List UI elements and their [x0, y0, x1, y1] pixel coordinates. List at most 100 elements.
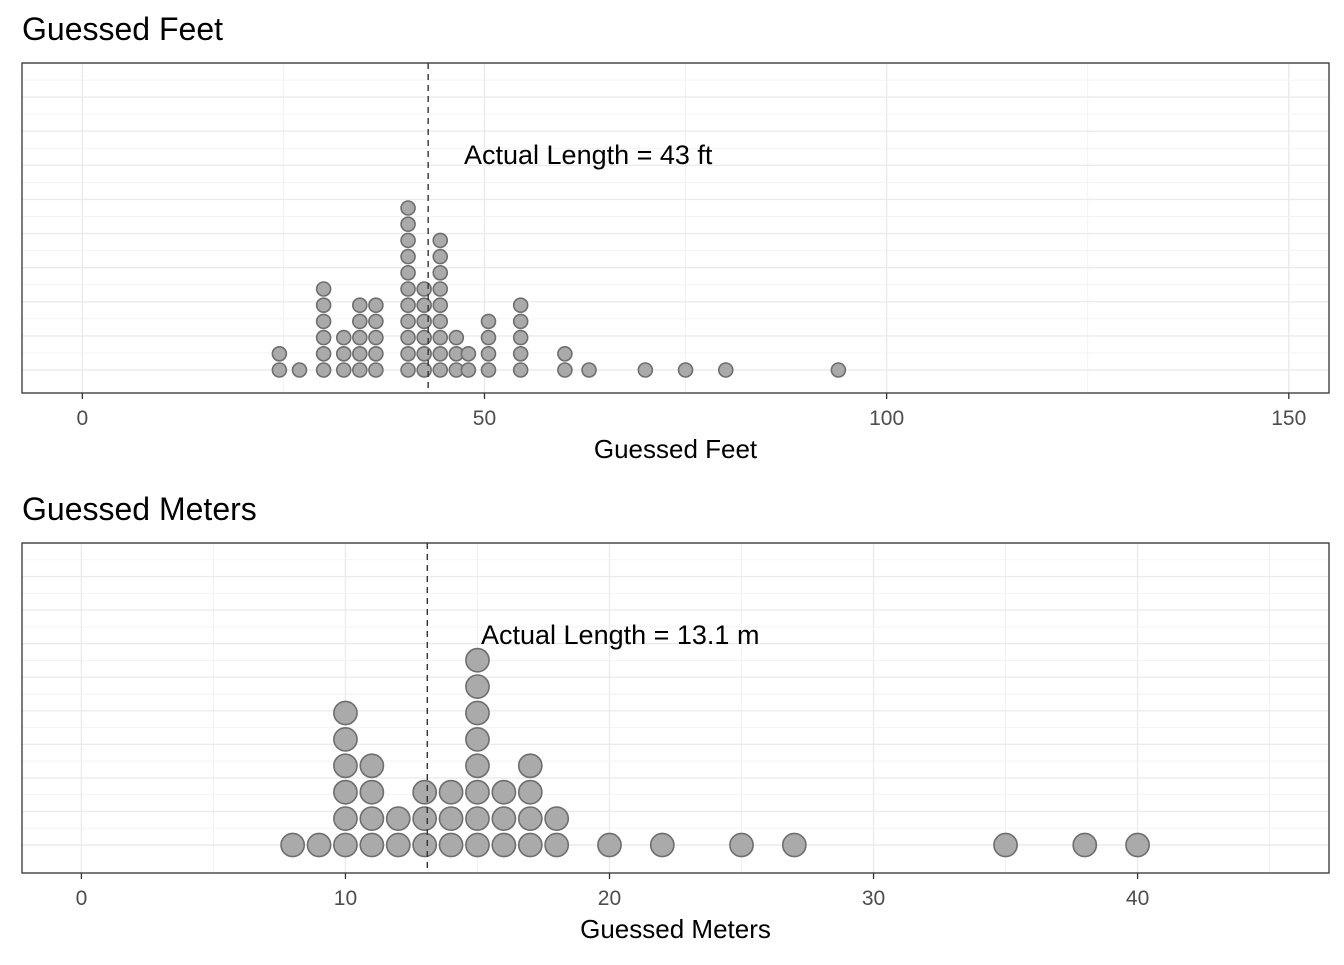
feet-dot	[368, 329, 384, 346]
meters-gridlines	[22, 542, 1329, 873]
meters-dot	[544, 832, 570, 858]
feet-dot	[368, 297, 384, 314]
feet-actual-length-label: Actual Length = 43 ft	[464, 140, 713, 170]
meters-dot	[649, 832, 675, 858]
meters-dot	[438, 832, 464, 858]
feet-dot	[315, 313, 332, 330]
feet-dot	[480, 345, 497, 362]
meters-dot	[359, 753, 385, 779]
feet-dot	[400, 216, 416, 232]
meters-dot	[781, 832, 807, 858]
meters-dot	[465, 779, 490, 805]
meters-dot	[412, 832, 438, 858]
meters-panel: Guessed Meters Actual Length = 13.1 m 0 1…	[21, 491, 1330, 944]
feet-dot	[400, 362, 416, 378]
meters-dot	[306, 832, 332, 858]
feet-dot	[271, 345, 288, 362]
feet-dot	[512, 329, 529, 346]
meters-dot	[333, 806, 358, 832]
feet-dot	[400, 345, 416, 362]
meters-dot	[333, 700, 358, 726]
feet-dot	[400, 264, 416, 281]
meters-dot	[359, 806, 385, 832]
meters-dot	[491, 779, 517, 805]
feet-dot	[400, 281, 416, 297]
feet-dot	[512, 313, 529, 330]
meters-dot	[517, 806, 543, 832]
meters-dot	[359, 832, 385, 858]
meters-dot	[465, 832, 490, 858]
feet-dot	[368, 313, 384, 330]
feet-tick-label: 100	[869, 407, 904, 430]
feet-dot	[460, 362, 477, 378]
feet-tick-label: 0	[76, 407, 88, 430]
feet-dot	[335, 329, 352, 346]
meters-dot	[729, 832, 754, 858]
feet-dot	[400, 313, 416, 330]
feet-dot	[432, 313, 449, 330]
meters-panel-border	[21, 542, 1330, 874]
feet-dot	[400, 248, 416, 265]
meters-tick-label: 30	[862, 887, 885, 910]
meters-dot	[597, 832, 622, 858]
meters-dot	[385, 832, 411, 858]
feet-panel-border	[21, 62, 1330, 394]
meters-tick-label: 40	[1126, 887, 1149, 910]
feet-dot	[416, 345, 432, 362]
meters-dot	[465, 647, 490, 673]
meters-actual-length-label: Actual Length = 13.1 m	[481, 620, 759, 650]
meters-dot	[465, 674, 490, 700]
meters-dot	[280, 832, 306, 858]
feet-dot	[315, 297, 332, 314]
feet-dot	[352, 297, 368, 314]
feet-dot	[400, 232, 416, 249]
feet-panel: Guessed Feet Actual Length = 43 ft 0 50 10…	[21, 11, 1330, 464]
feet-dot	[432, 329, 449, 346]
feet-dot	[291, 362, 308, 378]
feet-dot	[400, 200, 416, 216]
feet-dot	[432, 232, 449, 249]
feet-dot	[480, 362, 497, 378]
feet-dot	[352, 345, 368, 362]
feet-dot	[315, 362, 332, 378]
feet-x-axis: 0 50 100 150	[76, 393, 1306, 430]
feet-dot	[271, 362, 288, 378]
feet-dot	[432, 297, 449, 314]
meters-tick-label: 10	[334, 887, 357, 910]
feet-dot	[368, 345, 384, 362]
feet-x-axis-title: Guessed Feet	[594, 434, 758, 464]
feet-tick-label: 150	[1271, 407, 1306, 430]
meters-dot	[491, 832, 517, 858]
meters-dot	[491, 806, 517, 832]
meters-dot	[993, 832, 1018, 858]
meters-dot	[465, 727, 490, 752]
feet-dot	[432, 362, 449, 378]
feet-dot	[352, 362, 368, 378]
feet-dot	[335, 345, 352, 362]
meters-dot	[438, 806, 464, 832]
feet-dot	[581, 362, 597, 378]
feet-dots	[271, 200, 847, 378]
meters-dot	[385, 806, 411, 832]
meters-panel-title: Guessed Meters	[22, 491, 257, 527]
meters-dot	[517, 753, 543, 779]
meters-dot	[333, 753, 358, 779]
feet-dot	[432, 264, 449, 281]
feet-dot	[557, 345, 573, 362]
meters-dot	[544, 806, 570, 832]
meters-dot	[517, 779, 543, 805]
feet-dot	[830, 362, 847, 378]
feet-dot	[512, 362, 529, 378]
meters-dot	[465, 700, 490, 726]
meters-dot	[359, 779, 385, 805]
meters-dot	[333, 832, 358, 858]
feet-dot	[717, 362, 734, 378]
feet-dot	[637, 362, 654, 378]
meters-x-axis: 0 10 20 30 40	[76, 873, 1149, 910]
meters-dot	[465, 753, 490, 779]
meters-dot	[1125, 832, 1150, 858]
feet-dot	[480, 329, 497, 346]
feet-dot	[512, 345, 529, 362]
meters-tick-label: 0	[76, 887, 88, 910]
